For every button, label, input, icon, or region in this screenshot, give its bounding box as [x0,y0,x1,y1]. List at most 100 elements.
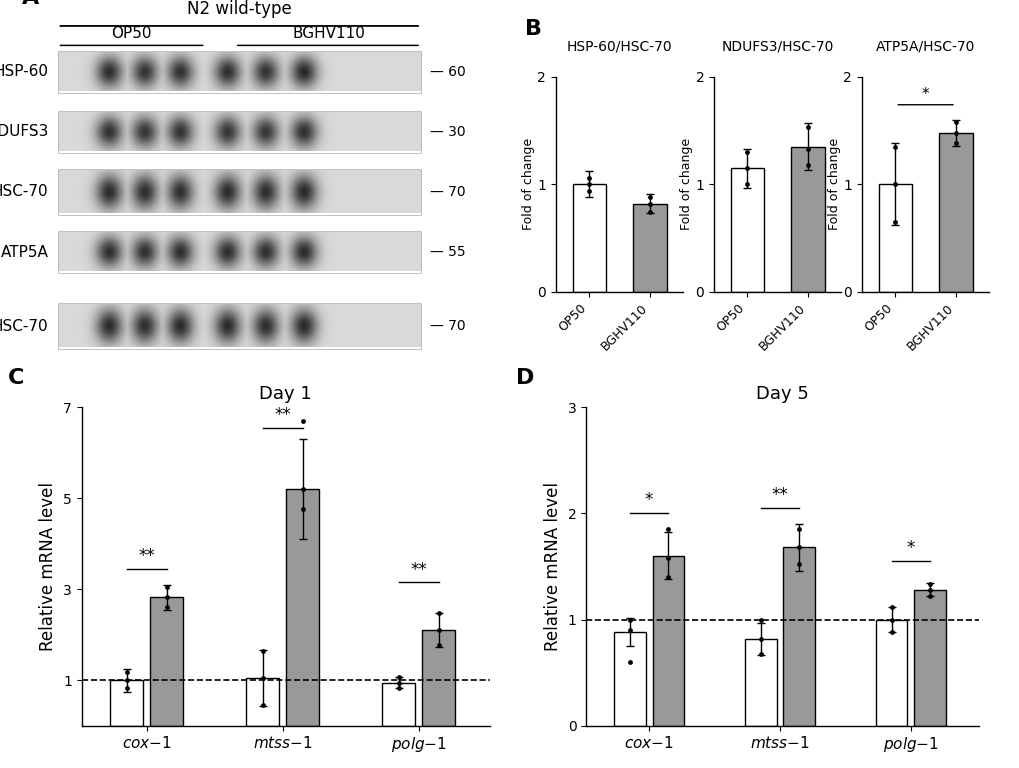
Text: BGHV110: BGHV110 [292,26,365,41]
Point [158,591,174,604]
Text: A: A [21,0,39,8]
Point [254,644,270,657]
Bar [110,680,143,726]
Point [752,614,768,626]
Point [791,558,807,571]
Y-axis label: Relative mRNA level: Relative mRNA level [544,482,561,651]
Point [581,172,597,184]
Text: HSP-60: HSP-60 [0,65,49,79]
Bar [286,489,319,726]
Point [921,590,937,602]
Point [921,584,937,596]
Bar [422,630,454,726]
Text: *: * [906,539,914,558]
Text: **: ** [410,561,427,578]
Point [799,121,815,134]
Point [921,578,937,591]
Bar [913,590,946,726]
Text: C: C [8,368,24,388]
Point [659,551,676,564]
Point [294,483,311,495]
Point [390,677,407,689]
Bar [381,683,415,726]
Bar [572,184,605,292]
Text: HSC-70: HSC-70 [0,184,49,200]
Bar [652,556,684,726]
Title: Day 1: Day 1 [259,385,312,402]
Bar [938,133,972,292]
Text: N2 wild-type: N2 wild-type [186,0,291,18]
Point [294,415,311,427]
Text: **: ** [770,486,788,504]
Point [799,143,815,155]
Point [882,626,899,638]
Y-axis label: Fold of change: Fold of change [521,138,534,230]
Point [887,216,903,228]
Point [118,666,135,678]
Point [118,682,135,694]
Y-axis label: Fold of change: Fold of change [826,138,840,230]
Text: **: ** [139,547,155,564]
Text: *: * [921,87,928,101]
Point [430,638,446,650]
Text: B: B [525,19,542,39]
Point [947,127,963,139]
Bar [730,168,763,292]
Text: NDUFS3/HSC-70: NDUFS3/HSC-70 [720,40,834,54]
Point [390,671,407,684]
Point [390,682,407,694]
Point [158,581,174,593]
Point [430,624,446,636]
Point [254,672,270,684]
Point [791,523,807,535]
Point [882,614,899,626]
Point [799,159,815,171]
Point [739,162,755,174]
Point [294,503,311,515]
Bar [744,639,775,726]
Point [430,607,446,619]
Text: — 70: — 70 [430,319,466,333]
Bar [783,548,814,726]
Text: HSC-70: HSC-70 [0,319,49,334]
Point [659,523,676,535]
Point [882,601,899,613]
Text: — 30: — 30 [430,125,466,139]
Text: **: ** [274,406,290,424]
Point [641,206,657,218]
Text: HSP-60/HSC-70: HSP-60/HSC-70 [567,40,672,54]
Title: Day 5: Day 5 [756,385,808,402]
Text: NDUFS3: NDUFS3 [0,124,49,140]
Bar [246,678,279,726]
Bar [633,204,666,292]
Text: ATP5A: ATP5A [1,244,49,260]
Point [887,141,903,153]
Point [581,184,597,197]
Text: — 60: — 60 [430,65,466,79]
Point [947,116,963,128]
Text: — 70: — 70 [430,185,466,199]
Point [641,197,657,210]
Bar [150,598,183,726]
Point [752,647,768,660]
Text: ATP5A/HSC-70: ATP5A/HSC-70 [875,40,974,54]
Point [947,137,963,150]
Point [621,656,637,668]
Point [254,699,270,711]
Point [621,614,637,626]
Point [581,178,597,190]
Point [739,178,755,190]
Point [739,146,755,158]
Text: *: * [644,492,652,509]
Y-axis label: Relative mRNA level: Relative mRNA level [40,482,57,651]
Point [659,571,676,583]
Bar [613,632,645,726]
Point [118,674,135,687]
Point [752,633,768,645]
Point [158,601,174,614]
Text: OP50: OP50 [111,26,152,41]
Bar [877,184,911,292]
Text: D: D [516,368,534,388]
Text: — 55: — 55 [430,245,466,259]
Point [791,541,807,554]
